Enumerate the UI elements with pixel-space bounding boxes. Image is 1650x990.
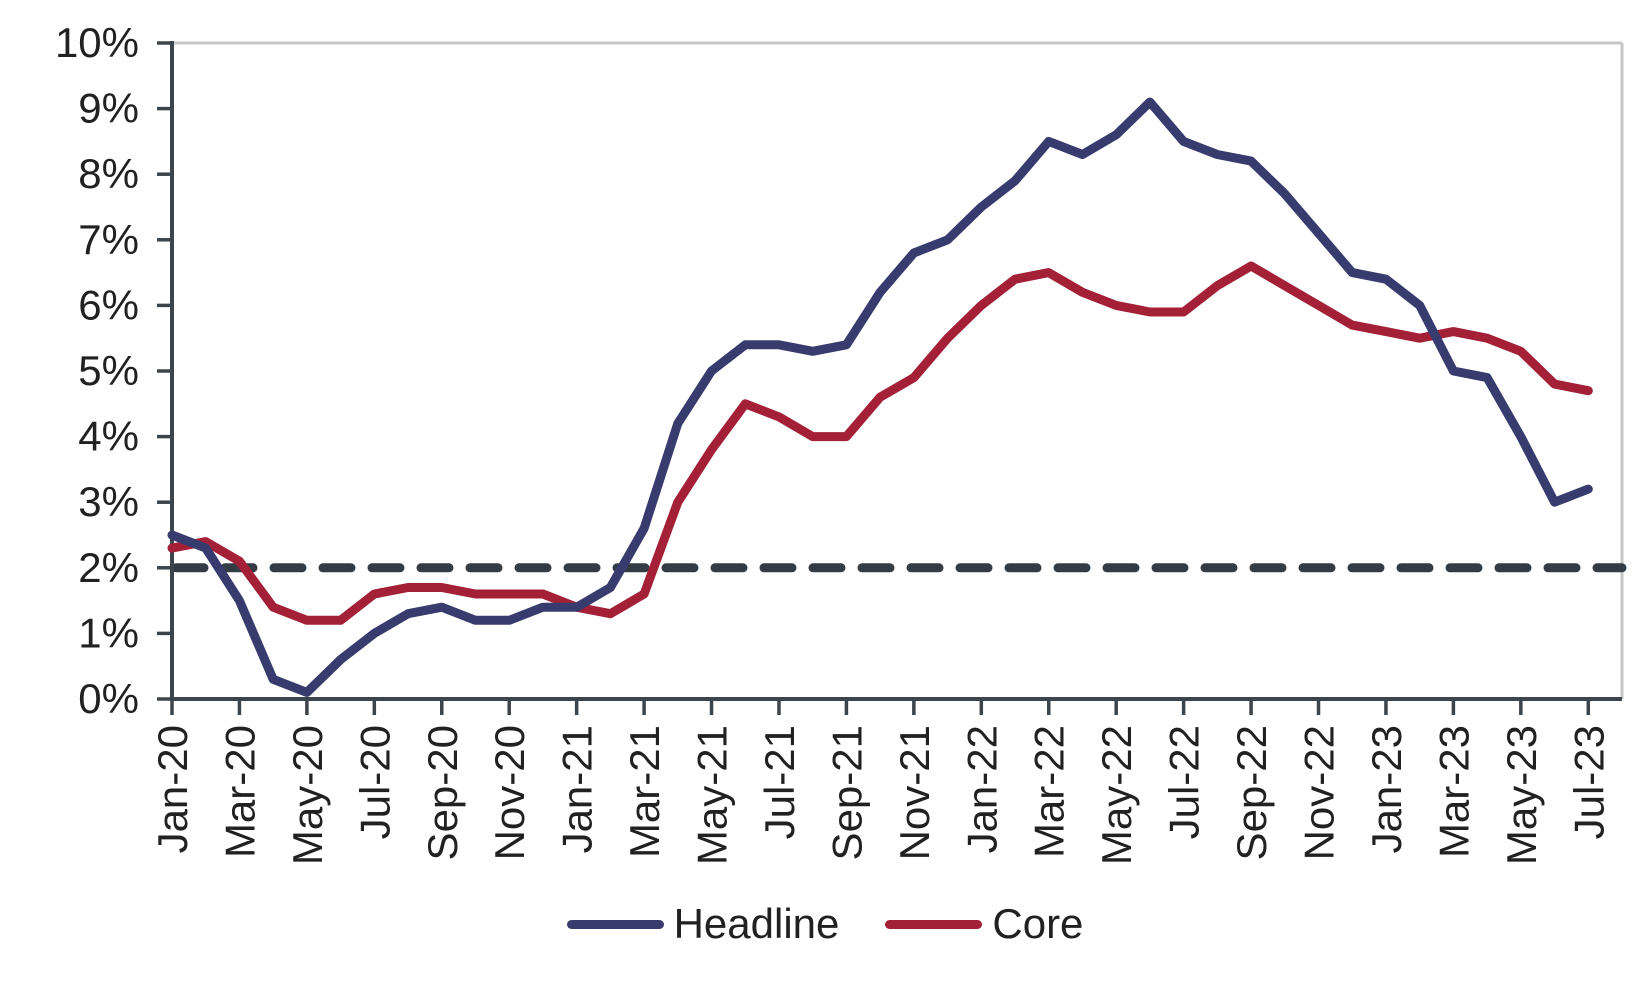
legend-item-core: Core — [885, 903, 1083, 945]
legend-label-core: Core — [992, 900, 1084, 947]
headline-series-line — [167, 97, 1593, 697]
y-axis-tick-label: 10% — [55, 19, 139, 66]
x-axis-tick-label: Sep-22 — [1228, 725, 1275, 860]
y-axis-tick-label: 7% — [78, 216, 139, 263]
core-series-line — [167, 261, 1593, 625]
x-axis-tick-label: May-20 — [284, 725, 331, 865]
x-axis-tick-label: Nov-22 — [1296, 725, 1343, 860]
x-axis-tick-label: May-22 — [1093, 725, 1140, 865]
y-axis-tick-label: 2% — [78, 544, 139, 591]
y-axis-tick-label: 1% — [78, 609, 139, 656]
x-axis-tick-label: Mar-22 — [1026, 725, 1073, 858]
x-axis-tick-label: Jan-23 — [1363, 725, 1410, 853]
y-axis-tick-label: 4% — [78, 413, 139, 460]
headline-line-swatch — [566, 919, 664, 929]
x-axis-tick-label: Jan-22 — [958, 725, 1005, 853]
x-axis-tick-label: Sep-21 — [823, 725, 870, 860]
y-axis-tick-label: 8% — [78, 150, 139, 197]
core-line-swatch — [885, 919, 983, 929]
x-axis-tick-label: Jan-21 — [554, 725, 601, 853]
chart-legend: Headline Core — [0, 903, 1650, 945]
x-axis-tick-label: Jul-22 — [1161, 725, 1208, 839]
x-axis-tick-label: Sep-20 — [419, 725, 466, 860]
y-axis-tick-label: 0% — [78, 675, 139, 722]
y-axis-tick-label: 5% — [78, 347, 139, 394]
x-axis-tick-label: May-23 — [1498, 725, 1545, 865]
x-axis-tick-label: May-21 — [689, 725, 736, 865]
y-axis-tick-label: 3% — [78, 478, 139, 525]
x-axis-tick-label: Jul-23 — [1565, 725, 1612, 839]
x-axis-tick-label: Nov-21 — [891, 725, 938, 860]
x-axis-tick-label: Jan-20 — [149, 725, 196, 853]
legend-item-headline: Headline — [566, 900, 840, 947]
x-axis-tick-label: Mar-20 — [216, 725, 263, 858]
x-axis-tick-label: Mar-23 — [1430, 725, 1477, 858]
x-axis-tick-label: Nov-20 — [486, 725, 533, 860]
x-axis-tick-label: Mar-21 — [621, 725, 668, 858]
y-axis-tick-label: 6% — [78, 281, 139, 328]
legend-label-headline: Headline — [673, 900, 840, 947]
x-axis-tick-label: Jul-20 — [351, 725, 398, 839]
x-axis-tick-label: Jul-21 — [756, 725, 803, 839]
y-axis-tick-label: 9% — [78, 85, 139, 132]
